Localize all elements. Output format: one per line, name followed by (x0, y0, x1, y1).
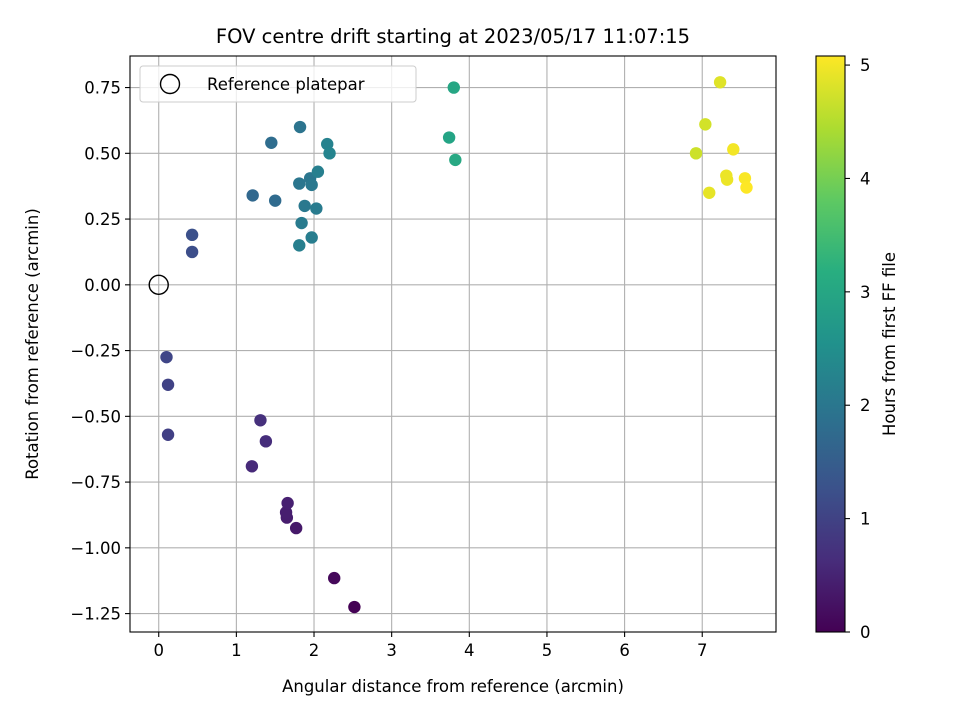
data-point (185, 228, 199, 242)
x-axis-ticks: 0 1 2 3 4 5 6 7 (153, 632, 707, 660)
data-point (689, 147, 703, 160)
x-tick-label: 0 (153, 641, 164, 660)
data-point (298, 199, 311, 213)
data-point (449, 153, 462, 167)
data-point (738, 172, 752, 185)
data-point (293, 239, 306, 252)
legend: Reference platepar (139, 65, 417, 103)
reference-platepar-marker (148, 274, 169, 296)
data-point (328, 571, 341, 585)
data-point (305, 231, 318, 244)
x-axis-label: Angular distance from reference (arcmin) (282, 677, 624, 696)
data-point (245, 460, 259, 473)
y-tick-label: 0.50 (84, 144, 121, 163)
data-point (160, 350, 173, 364)
y-tick-label: 0.25 (84, 210, 121, 229)
plot-background (130, 56, 776, 632)
data-point (447, 81, 460, 94)
data-point (268, 194, 282, 207)
data-point (265, 136, 278, 149)
data-point (720, 173, 734, 186)
data-point (323, 147, 336, 160)
colorbar-tick-label: 1 (860, 510, 871, 529)
x-tick-label: 2 (309, 641, 320, 660)
legend-marker (159, 73, 181, 95)
legend-box (139, 65, 417, 103)
colorbar: 0 1 2 3 4 5 Hours from first FF file (815, 55, 899, 642)
data-point (259, 435, 273, 448)
data-point (293, 177, 306, 190)
y-tick-label: 0.00 (84, 276, 121, 295)
colorbar-ticks: 0 1 2 3 4 5 (845, 56, 871, 642)
data-point (293, 120, 307, 134)
data-point (727, 143, 740, 156)
colorbar-tick-label: 5 (860, 56, 871, 75)
y-axis-label: Rotation from reference (arcmin) (23, 208, 42, 480)
data-point (279, 506, 293, 519)
colorbar-tick-label: 0 (860, 623, 871, 642)
x-tick-label: 3 (386, 641, 397, 660)
data-point (254, 414, 267, 427)
colorbar-tick-label: 3 (860, 283, 871, 302)
data-point (281, 496, 294, 510)
y-tick-label: −0.50 (70, 407, 121, 426)
x-tick-label: 5 (542, 641, 553, 660)
data-point (740, 181, 753, 194)
colorbar-gradient (816, 56, 845, 632)
grid (130, 56, 776, 632)
y-tick-label: −0.25 (70, 342, 121, 361)
data-point (185, 245, 199, 259)
data-point (442, 131, 456, 144)
colorbar-tick-label: 4 (860, 169, 871, 188)
plot-frame (129, 55, 777, 633)
legend-entry-reference-platepar: Reference platepar (207, 75, 365, 94)
data-point (311, 165, 325, 178)
data-point (289, 521, 303, 535)
plot-area: 0 1 2 3 4 5 6 7 0.75 0.50 0.25 0.00 −0.25 −0.50 −0.75… (70, 55, 777, 660)
y-tick-label: 0.75 (84, 79, 121, 98)
x-tick-label: 4 (464, 641, 475, 660)
y-tick-label: −0.75 (70, 473, 121, 492)
data-point (348, 600, 361, 614)
data-point (713, 76, 727, 89)
colorbar-frame (815, 55, 846, 633)
data-point (305, 178, 318, 192)
y-axis-ticks: 0.75 0.50 0.25 0.00 −0.25 −0.50 −0.75 −1.00 −1.2… (70, 79, 130, 624)
chart-title: FOV centre drift starting at 2023/05/17 … (216, 25, 690, 48)
x-tick-label: 6 (619, 641, 630, 660)
data-points (160, 76, 753, 614)
x-tick-label: 1 (231, 641, 242, 660)
y-tick-label: −1.00 (70, 539, 121, 558)
colorbar-label: Hours from first FF file (880, 252, 899, 436)
data-point (699, 118, 712, 131)
data-point (161, 428, 175, 441)
data-point (310, 202, 323, 215)
data-point (246, 189, 259, 202)
y-tick-label: −1.25 (70, 605, 121, 624)
data-point (295, 216, 308, 230)
data-point (703, 186, 716, 199)
colorbar-tick-label: 2 (860, 396, 871, 415)
data-point (161, 378, 175, 391)
x-tick-label: 7 (697, 641, 708, 660)
